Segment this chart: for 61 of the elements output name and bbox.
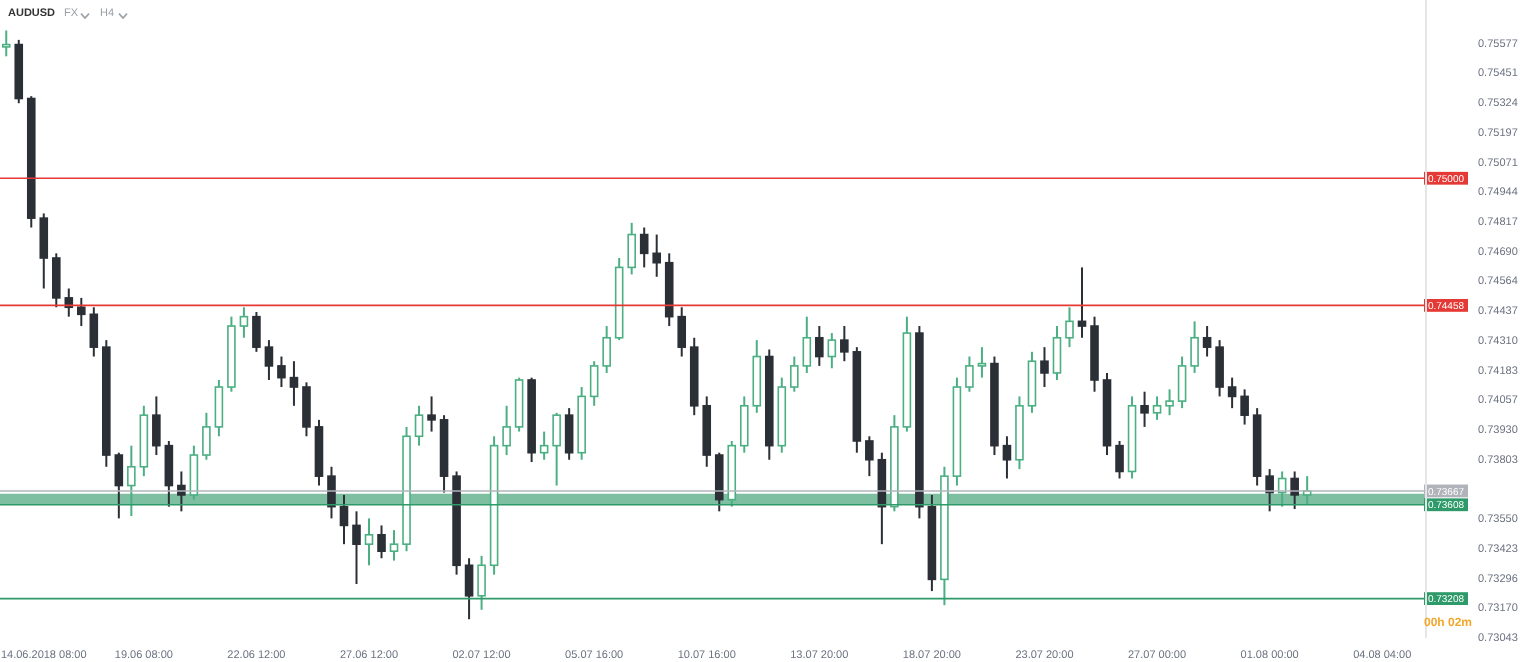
candlestick (514, 376, 524, 433)
candlestick (1165, 388, 1174, 417)
candlestick (502, 404, 511, 457)
candlestick (164, 439, 174, 508)
candlestick (339, 493, 349, 546)
candlestick (1052, 325, 1062, 381)
candlestick (1177, 355, 1187, 410)
candlestick (1002, 435, 1012, 480)
candlestick (627, 221, 636, 276)
candlestick (977, 346, 987, 379)
candlestick (1265, 468, 1274, 513)
candlestick (352, 510, 361, 586)
candlestick (1152, 395, 1162, 421)
candlestick (152, 395, 161, 457)
candlestick (865, 435, 874, 478)
candlestick (1240, 388, 1249, 426)
candlestick (252, 310, 261, 353)
candlestick (277, 355, 286, 389)
candlestick (389, 529, 399, 562)
candlestick (1077, 266, 1087, 339)
candlestick (239, 306, 249, 339)
candlestick (1140, 390, 1149, 428)
candlestick (840, 325, 849, 363)
candlestick (639, 226, 649, 269)
candlestick (77, 296, 86, 328)
candlestick (302, 381, 311, 438)
candlestick (377, 524, 386, 560)
candlestick (327, 465, 336, 520)
candlestick (289, 360, 299, 407)
candlestick (1227, 376, 1237, 410)
candlestick (202, 411, 211, 461)
candlestick (477, 554, 486, 611)
candlestick (114, 451, 124, 520)
candlestick (1202, 325, 1212, 358)
candlestick (965, 355, 974, 393)
candlestick (602, 325, 611, 374)
candlestick (714, 451, 724, 513)
candlestick (427, 395, 436, 433)
candlestick (790, 355, 799, 393)
candlestick (1290, 470, 1299, 510)
candlestick (652, 233, 662, 278)
candlestick (1190, 320, 1199, 374)
candlestick (1027, 350, 1037, 414)
candlestick (552, 411, 561, 487)
candlestick (802, 315, 812, 374)
candlestick (189, 444, 199, 501)
candlestick (1065, 306, 1074, 349)
candlestick (827, 332, 837, 370)
candlestick (364, 517, 374, 567)
candlestick (589, 360, 599, 407)
candlestick (414, 404, 424, 447)
candlestick (1215, 339, 1224, 398)
candlestick (127, 444, 136, 518)
candlestick (1115, 439, 1124, 480)
candlestick (464, 557, 474, 621)
candlestick (214, 378, 224, 438)
candlestick (564, 407, 574, 461)
candlestick (89, 306, 99, 358)
candlestick (1040, 346, 1049, 389)
candlestick (815, 325, 824, 367)
candlestick (264, 339, 274, 381)
